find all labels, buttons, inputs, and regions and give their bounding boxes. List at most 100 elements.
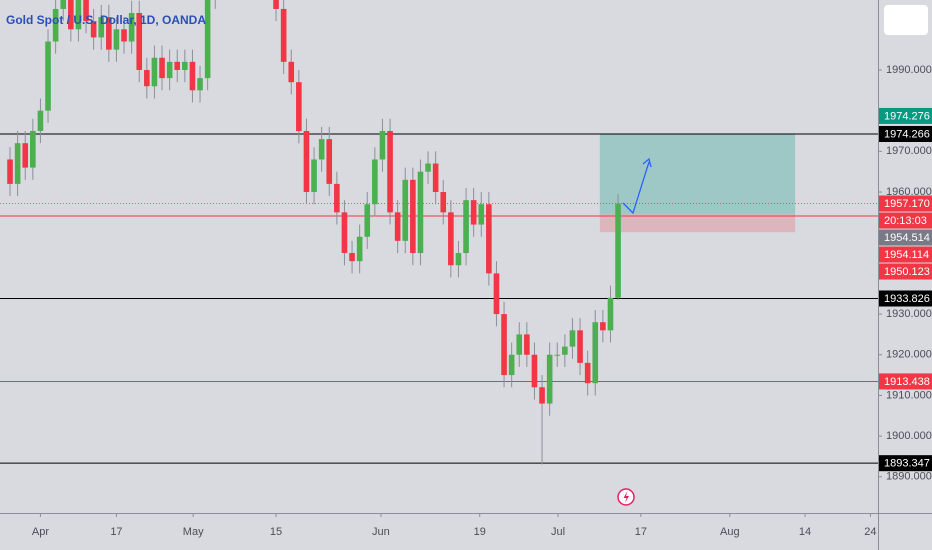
candle-body xyxy=(615,203,621,298)
candle-body xyxy=(410,179,416,254)
candle-body xyxy=(607,297,614,331)
x-tick-label: 14 xyxy=(799,526,811,538)
candle-body xyxy=(455,253,462,266)
candle-body xyxy=(501,314,507,376)
price-tag xyxy=(879,263,932,280)
candle-body xyxy=(341,212,348,254)
candle-body xyxy=(387,130,393,213)
candle-body xyxy=(356,236,363,262)
candle-body xyxy=(379,130,386,160)
candle-body xyxy=(159,57,165,79)
candle-body xyxy=(30,130,36,168)
candle-body xyxy=(174,61,181,70)
candle-body xyxy=(45,41,51,111)
candle-body xyxy=(189,61,196,91)
candle-body xyxy=(463,200,469,254)
event-bolt xyxy=(623,491,629,503)
x-tick-label: 17 xyxy=(110,526,122,538)
candle-body xyxy=(303,130,310,193)
price-tag-label: 1893.347 xyxy=(884,458,930,470)
candle-body xyxy=(516,334,523,355)
x-tick-label: Aug xyxy=(720,526,740,538)
candle-body xyxy=(592,322,599,384)
price-tag xyxy=(879,107,932,124)
candle-body xyxy=(37,110,44,131)
candle-body xyxy=(448,212,454,266)
price-tag xyxy=(879,195,932,212)
candle-body xyxy=(7,159,13,184)
candle-body xyxy=(182,61,188,70)
candle-body xyxy=(486,204,492,274)
candle-body xyxy=(539,387,545,404)
candle-body xyxy=(68,0,74,30)
candle-body xyxy=(478,204,485,225)
candle-body xyxy=(197,78,203,91)
candle-body xyxy=(569,330,576,347)
price-tag xyxy=(879,229,932,246)
candle-body xyxy=(417,171,424,254)
candle-body xyxy=(90,21,97,38)
candle-body xyxy=(470,200,477,225)
price-tag xyxy=(879,246,932,263)
candle-body xyxy=(288,61,295,83)
candle-body xyxy=(136,13,143,70)
drawings xyxy=(617,157,652,506)
price-tag-label: 1954.514 xyxy=(884,232,930,244)
candle-body xyxy=(14,143,21,184)
candle-body xyxy=(432,163,439,193)
countdown-label: 20:13:03 xyxy=(884,215,927,227)
x-tick-label: 15 xyxy=(270,526,282,538)
price-tag-label: 1974.266 xyxy=(884,128,930,140)
candle-body xyxy=(577,330,583,363)
x-tick-label: 24 xyxy=(864,526,876,538)
chart-title: Gold Spot / U.S. Dollar, 1D, OANDA xyxy=(6,13,206,27)
candle-body xyxy=(106,17,112,50)
candle-body xyxy=(60,0,67,9)
target-zone xyxy=(599,133,796,215)
price-tag-label: 1933.826 xyxy=(884,293,930,305)
y-tick-label: 1890.000 xyxy=(886,471,932,483)
price-tag xyxy=(879,455,932,472)
candle-body xyxy=(554,354,561,356)
candle-body xyxy=(113,29,120,50)
candle-body xyxy=(372,159,378,205)
price-tag xyxy=(879,125,932,142)
candle-body xyxy=(75,0,82,30)
y-tick-label: 1970.000 xyxy=(886,145,932,157)
candle-body xyxy=(52,8,59,42)
x-tick-label: 19 xyxy=(474,526,486,538)
candle-body xyxy=(280,8,287,62)
price-tag xyxy=(879,290,932,307)
candle-body xyxy=(121,29,127,42)
candle-body xyxy=(493,273,500,315)
candle-body xyxy=(402,179,409,241)
candle-body xyxy=(425,163,431,172)
candle-body xyxy=(273,0,279,9)
x-tick-label: Jul xyxy=(551,526,565,538)
price-tag-label: 1957.170 xyxy=(884,198,930,210)
x-tick-label: 17 xyxy=(635,526,647,538)
axis-button[interactable] xyxy=(884,5,928,35)
candle-body xyxy=(326,139,333,184)
price-tag xyxy=(879,373,932,390)
x-tick-label: May xyxy=(183,526,204,538)
candle-body xyxy=(531,354,538,388)
candle-body xyxy=(144,69,150,87)
y-tick-label: 1900.000 xyxy=(886,430,932,442)
candle-body xyxy=(311,159,317,193)
candle-body xyxy=(394,212,401,241)
candle-body xyxy=(166,61,173,79)
price-tag-label: 1913.438 xyxy=(884,376,930,388)
x-tick-label: Apr xyxy=(32,526,49,538)
candle-body xyxy=(600,322,606,331)
countdown-tag xyxy=(879,212,932,229)
candle-body xyxy=(22,143,29,168)
x-tick-label: Jun xyxy=(372,526,390,538)
price-tag-label: 1954.114 xyxy=(884,249,929,261)
price-tag-label: 1950.123 xyxy=(884,266,930,278)
candle-body xyxy=(83,0,89,22)
candle-body xyxy=(334,183,340,213)
candle-body xyxy=(364,204,371,237)
